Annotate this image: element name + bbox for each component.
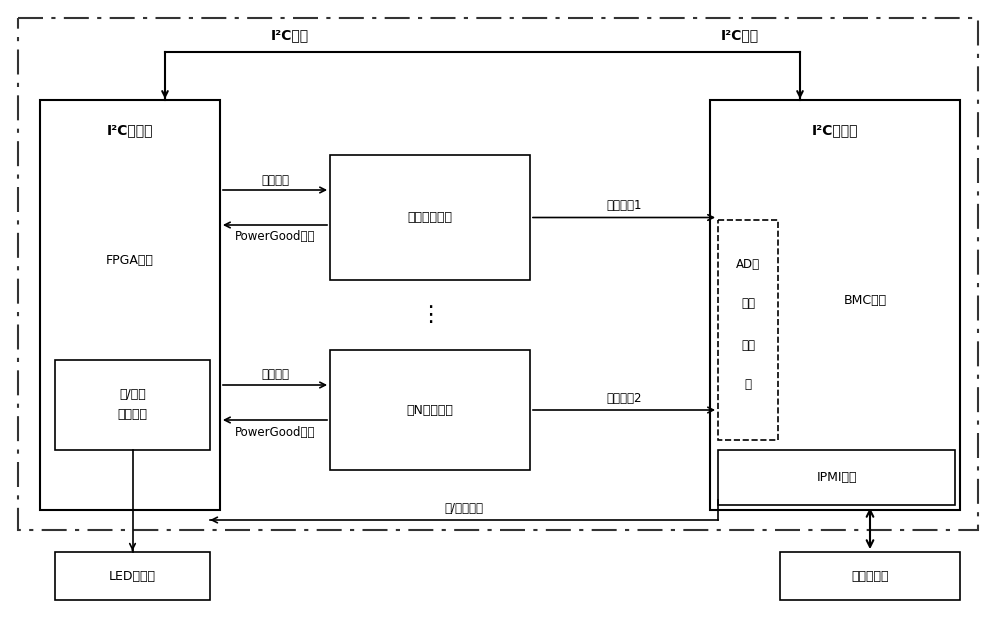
Text: I²C从设备: I²C从设备	[107, 123, 153, 137]
Bar	[718, 450, 955, 505]
Text: I²C总线: I²C总线	[721, 28, 759, 42]
Text: 信号检测: 信号检测	[118, 408, 148, 422]
Text: PowerGood信号: PowerGood信号	[235, 425, 315, 439]
Text: LED指示灯: LED指示灯	[109, 569, 156, 583]
Text: FPGA芜片: FPGA芜片	[106, 253, 154, 267]
Text: I²C总线: I²C总线	[271, 28, 309, 42]
Text: 第一电源模块: 第一电源模块	[408, 211, 452, 224]
Text: 使能信号: 使能信号	[261, 174, 289, 186]
Bar	[780, 552, 960, 600]
Text: 电压输出2: 电压输出2	[606, 391, 642, 404]
Text: I²C主设备: I²C主设备	[812, 123, 858, 137]
Bar	[710, 100, 960, 510]
Text: 开/关机信号: 开/关机信号	[444, 502, 484, 514]
Text: BMC芜片: BMC芜片	[843, 293, 887, 307]
Text: 机箱管理器: 机箱管理器	[851, 569, 889, 583]
Text: ⋮: ⋮	[419, 305, 441, 325]
Bar	[330, 155, 530, 280]
Text: 开/关机: 开/关机	[119, 389, 146, 401]
Text: 压采: 压采	[741, 297, 755, 310]
Bar	[718, 220, 778, 440]
Text: 口: 口	[744, 379, 752, 391]
Bar	[330, 350, 530, 470]
Text: 使能信号: 使能信号	[261, 368, 289, 382]
Text: IPMI接口: IPMI接口	[816, 471, 857, 484]
Bar	[55, 360, 210, 450]
Text: AD电: AD电	[736, 257, 760, 270]
Text: PowerGood信号: PowerGood信号	[235, 231, 315, 243]
Text: 第N电源模块: 第N电源模块	[407, 403, 453, 416]
Bar	[40, 100, 220, 510]
Bar	[55, 552, 210, 600]
Bar	[18, 18, 978, 530]
Text: 电压输出1: 电压输出1	[606, 199, 642, 212]
Text: 样接: 样接	[741, 339, 755, 352]
